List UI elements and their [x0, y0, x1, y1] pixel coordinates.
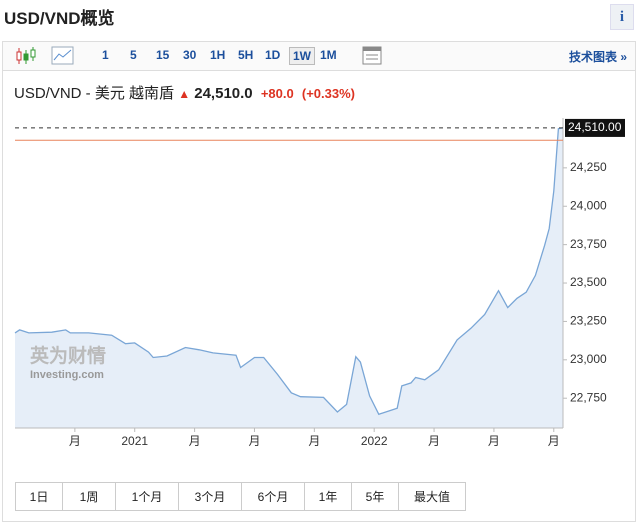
chart: 英为财情 Investing.com 22,750 23,000 23,250 23,50…	[14, 118, 625, 448]
last-price-label: 24,510.00	[568, 120, 622, 134]
x-tick-label: 月	[189, 434, 201, 448]
interval-button[interactable]: 1M	[320, 48, 337, 62]
y-tick-label: 24,000	[570, 198, 607, 212]
x-tick-label: 月	[548, 434, 560, 448]
x-tick-label: 月	[488, 434, 500, 448]
x-tick-label: 2022	[361, 434, 388, 448]
quote: USD/VND - 美元 越南盾 ▲ 24,510.0 +80.0 (+0.33…	[14, 82, 355, 103]
range-button[interactable]: 5年	[351, 482, 399, 511]
change: +80.0	[260, 86, 294, 101]
range-button[interactable]: 1个月	[115, 482, 179, 511]
area-icon[interactable]	[51, 45, 75, 67]
range-button[interactable]: 1周	[62, 482, 116, 511]
x-tick-label: 月	[428, 434, 440, 448]
interval-button[interactable]: 30	[183, 48, 197, 62]
range-button[interactable]: 1年	[304, 482, 352, 511]
table-icon[interactable]	[361, 45, 383, 67]
instrument: USD/VND - 美元 越南盾	[14, 85, 175, 102]
y-tick-label: 23,000	[570, 352, 607, 366]
interval-button[interactable]: 5H	[238, 48, 254, 62]
interval-button[interactable]: 1H	[210, 48, 226, 62]
technical-chart-link[interactable]: 技术图表 »	[568, 50, 627, 64]
range-button[interactable]: 3个月	[178, 482, 242, 511]
watermark-brand: 英为财情	[30, 344, 106, 367]
y-tick-label: 23,500	[570, 275, 607, 289]
interval-button[interactable]: 15	[156, 48, 170, 62]
title: USD/VND概览	[4, 9, 115, 28]
candle-icon[interactable]	[13, 45, 39, 67]
range-button[interactable]: 1日	[15, 482, 63, 511]
interval-button[interactable]: 1	[102, 48, 109, 62]
range-button[interactable]: 最大值	[398, 482, 466, 511]
x-tick-label: 月	[69, 434, 81, 448]
price: 24,510.0	[194, 85, 253, 102]
interval-button[interactable]: 1D	[265, 48, 281, 62]
watermark-site: Investing.com	[30, 369, 104, 381]
chart-panel	[2, 70, 636, 522]
y-tick-label: 22,750	[570, 390, 607, 404]
y-tick-label: 23,250	[570, 314, 607, 328]
interval-button[interactable]: 5	[130, 48, 137, 62]
y-tick-label: 23,750	[570, 237, 607, 251]
line	[14, 127, 564, 416]
x-tick-label: 2021	[121, 434, 148, 448]
up-arrow: ▲	[178, 87, 191, 101]
interval-button[interactable]: 1W	[289, 47, 315, 65]
area	[15, 127, 563, 429]
change-percent: (+0.33%)	[301, 86, 356, 101]
last-price-box	[565, 118, 625, 137]
toolbar: 1 5 15 30 1H 5H 1D 1W 1M 技术图表 »	[2, 41, 636, 71]
range-button[interactable]: 6个月	[241, 482, 305, 511]
info-button[interactable]: i	[610, 4, 634, 30]
y-tick-label: 24,250	[570, 160, 607, 174]
range-bar: 1日 1周 1个月 3个月 6个月 1年 5年 最大值	[15, 482, 466, 511]
x-tick-label: 月	[308, 434, 320, 448]
x-tick-label: 月	[248, 434, 260, 448]
